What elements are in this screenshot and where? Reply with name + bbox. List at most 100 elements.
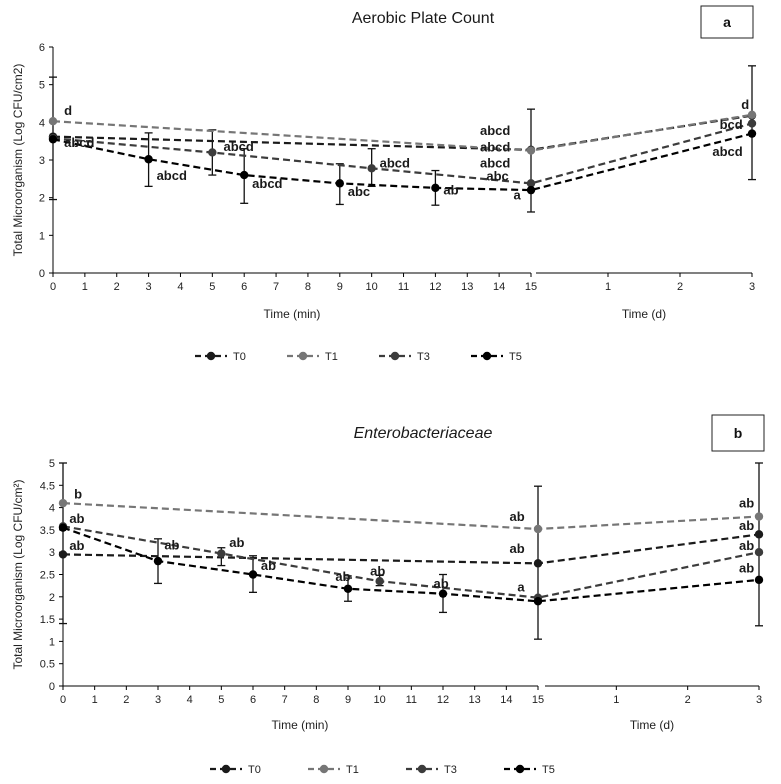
significance-label: bcd [720,117,743,132]
data-point-t1 [754,512,764,521]
panel-label: b [734,425,743,441]
x-tick-label-min: 8 [313,694,319,706]
data-point-t5 [48,135,58,144]
significance-label: ab [69,538,84,553]
x-tick-label-min: 3 [146,281,152,293]
significance-label: ab [739,560,754,575]
x-tick-label-min: 9 [345,694,351,706]
legend-label-t3: T3 [444,764,457,776]
significance-label: d [64,103,72,118]
x-tick-label-min: 7 [282,694,288,706]
x-tick-label-day: 2 [677,281,683,293]
data-point-t1 [747,110,757,120]
significance-label: abcd [480,139,510,154]
legend-label-t1: T1 [346,764,359,776]
data-point-t0 [533,559,543,568]
chart-panel-b: Enterobacteriaceae b 0 0.5 1 1.5 2 2.5 3 3.5 4 4.5 5… [11,414,765,776]
panel-label-box [711,414,765,452]
x-tick-label-min: 2 [114,281,120,293]
x-tick-label-min: 3 [155,694,161,706]
y-axis-label: Total Microorganism (Log CFU/cm2) [11,64,25,257]
chart-title: Enterobacteriaceae [354,425,493,442]
data-point-t1 [48,117,58,126]
legend-marker-t3 [390,351,400,361]
y-tick-label: 3 [39,155,45,167]
x-tick-label-min: 0 [50,281,56,293]
significance-label: ab [370,563,385,578]
x-tick-label-min: 14 [500,694,512,706]
x-tick-label-min: 4 [177,281,183,293]
legend-label-t3: T3 [417,351,430,363]
significance-label: ab [229,535,244,550]
significance-label: d [741,97,749,112]
legend-label-t0: T0 [233,351,246,363]
panel-label-box [700,5,754,39]
x-tick-label-day: 3 [756,694,762,706]
data-point-t5 [248,570,258,579]
significance-label: ab [739,538,754,553]
legend-marker-t0 [206,351,216,361]
legend-label-t0: T0 [248,764,261,776]
significance-label: ab [69,511,84,526]
data-point-t1 [526,146,536,155]
y-tick-label: 4 [39,117,45,129]
data-point-t3 [754,548,764,557]
significance-label: abcd [252,176,282,191]
x-tick-label-min: 11 [398,281,409,293]
data-point-t5 [335,179,344,188]
legend-marker-t3 [417,764,427,774]
legend-label-t5: T5 [542,764,555,776]
data-point-t1 [533,524,543,534]
y-tick-label: 6 [39,42,45,54]
x-tick-label-min: 5 [218,694,224,706]
data-point-t1 [58,498,68,508]
x-tick-label-day: 3 [749,281,755,293]
significance-label: b [74,487,82,502]
significance-label: ab [510,509,525,524]
data-point-t5 [431,183,440,193]
x-tick-label-min: 9 [337,281,343,293]
y-tick-label: 4 [49,503,55,515]
data-point-t5 [343,584,353,593]
significance-label: a [517,579,525,594]
x-tick-label-min: 1 [82,281,88,293]
y-tick-label: 0.5 [40,659,55,671]
data-point-t5 [754,575,764,585]
y-tick-label: 0 [39,268,45,280]
significance-label: abcd [223,139,253,154]
data-point-t3 [375,576,384,586]
significance-label: ab [443,183,458,198]
y-tick-label: 5 [39,80,45,92]
significance-label: abcd [480,156,510,171]
data-point-t0 [58,550,68,559]
data-point-t0 [754,530,764,539]
data-point-t5 [153,556,163,566]
panel-label: a [723,14,731,30]
legend-marker-t5 [482,351,492,361]
x-tick-label-min: 5 [209,281,215,293]
x-tick-label-min: 4 [187,694,193,706]
legend-label-t1: T1 [325,351,338,363]
y-tick-label: 2 [39,193,45,205]
x-axis-label-min: Time (min) [264,307,321,321]
x-tick-label-min: 12 [437,694,449,706]
significance-label: ab [164,538,179,553]
x-tick-label-min: 13 [469,694,481,706]
x-tick-label-min: 8 [305,281,311,293]
x-tick-label-min: 14 [493,281,505,293]
data-point-t5 [58,523,68,532]
x-tick-label-day: 2 [685,694,691,706]
x-tick-label-min: 15 [525,281,537,293]
significance-label: a [513,188,521,203]
legend-marker-t1 [298,351,308,361]
significance-label: abcd [380,156,410,171]
data-point-t3 [208,148,217,157]
y-tick-label: 4.5 [40,480,55,492]
x-axis-label-day: Time (d) [622,307,666,321]
data-point-t5 [144,155,153,164]
data-point-t5 [526,185,536,195]
legend-marker-t0 [221,764,231,774]
x-tick-label-min: 10 [374,694,386,706]
